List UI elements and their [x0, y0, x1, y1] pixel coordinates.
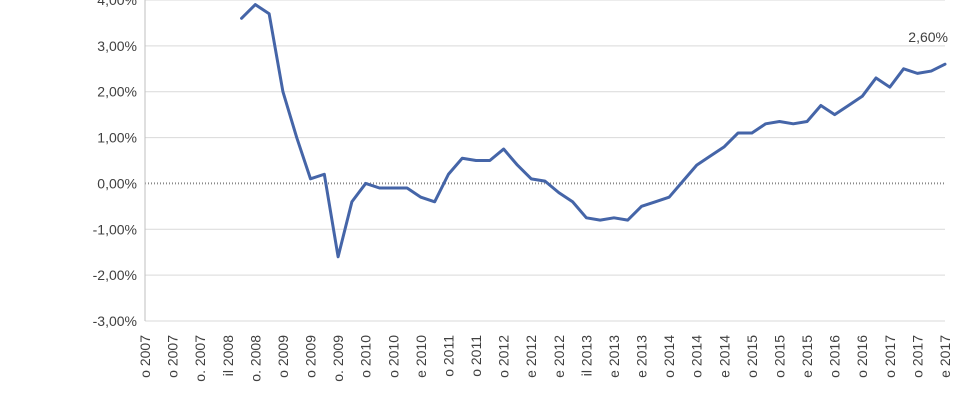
x-tick-label: o 2010 — [358, 335, 374, 378]
x-tick-label: o 2014 — [689, 335, 705, 378]
x-tick-label: e 2013 — [634, 335, 650, 378]
x-tick-label: o 2011 — [468, 335, 484, 377]
y-tick-label: 0,00% — [97, 175, 137, 191]
y-tick-label: -1,00% — [93, 221, 137, 237]
x-tick-label: o 2009 — [275, 335, 291, 378]
x-tick-label: e 2012 — [523, 335, 539, 378]
y-tick-label: 3,00% — [97, 38, 137, 54]
x-tick-label: o 2009 — [303, 335, 319, 378]
x-tick-label: o. 2008 — [247, 335, 263, 382]
x-tick-label: o 2016 — [827, 335, 843, 378]
x-tick-label: e 2015 — [799, 335, 815, 378]
x-tick-label: e 2012 — [551, 335, 567, 378]
y-tick-label: -2,00% — [93, 267, 137, 283]
y-tick-label: 4,00% — [97, 0, 137, 8]
x-tick-label: o 2015 — [744, 335, 760, 378]
x-tick-label: o. 2007 — [192, 335, 208, 382]
x-tick-label: e 2013 — [606, 335, 622, 378]
x-tick-label: e 2014 — [716, 335, 732, 378]
x-tick-label: o 2010 — [385, 335, 401, 378]
y-tick-label: -3,00% — [93, 313, 137, 329]
line — [240, 3, 947, 259]
x-tick-label: o 2017 — [882, 335, 898, 378]
x-tick-label: o. 2009 — [330, 335, 346, 382]
x-tick-label: o 2007 — [165, 335, 181, 378]
x-tick-label: o 2011 — [440, 335, 456, 377]
x-tick-label: o 2007 — [137, 335, 153, 378]
x-tick-label: il 2008 — [220, 335, 236, 376]
x-tick-label: o 2012 — [496, 335, 512, 378]
x-tick-label: o 2017 — [909, 335, 925, 378]
x-tick-label: o 2014 — [661, 335, 677, 378]
y-tick-label: 1,00% — [97, 130, 137, 146]
x-tick-label: il 2013 — [578, 335, 594, 376]
x-tick-label: e 2010 — [413, 335, 429, 378]
x-tick-label: e 2017 — [937, 335, 953, 378]
data-label: 2,60% — [908, 29, 948, 45]
x-tick-label: o 2016 — [854, 335, 870, 378]
x-tick-label: o 2015 — [771, 335, 787, 378]
y-tick-label: 2,00% — [97, 84, 137, 100]
